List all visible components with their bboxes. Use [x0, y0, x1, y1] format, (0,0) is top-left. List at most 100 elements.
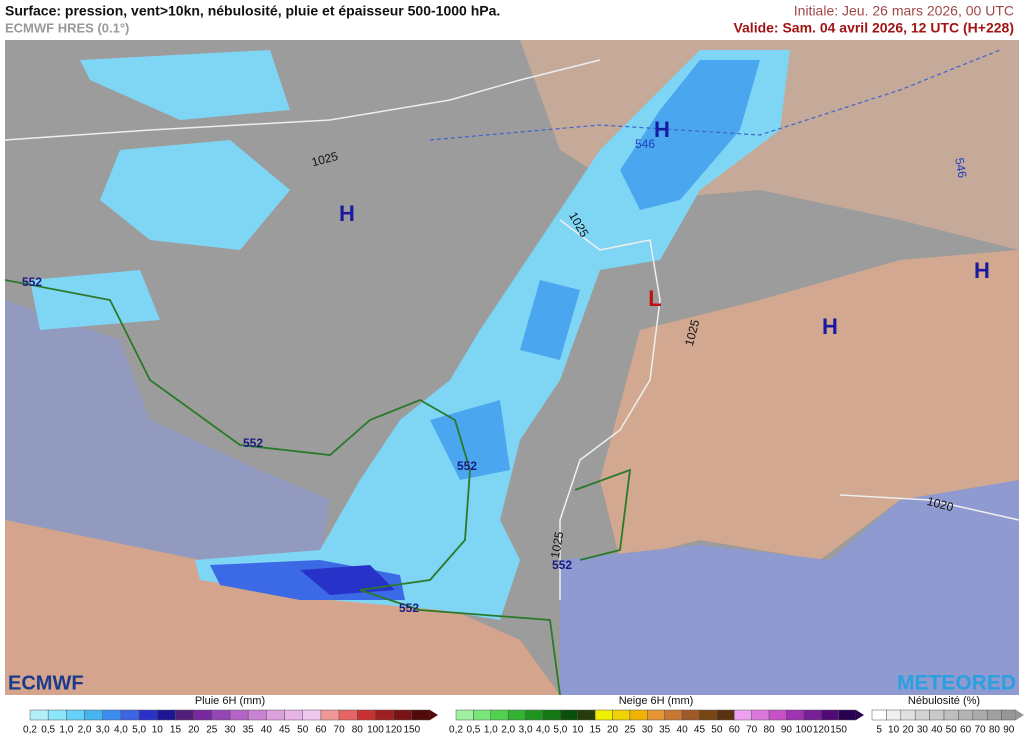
legend-swatch [734, 709, 752, 721]
thickness-label: 546 [635, 137, 655, 151]
high: H [822, 314, 838, 339]
legend-swatch [138, 709, 158, 721]
legend-swatch [229, 709, 249, 721]
legend-swatch [871, 709, 887, 721]
legend-label: 5 [876, 725, 882, 736]
legend-label: 3,0 [96, 725, 110, 736]
isobar [839, 494, 1019, 521]
legend-label: 60 [315, 725, 327, 736]
legend-label: 3,0 [519, 725, 533, 736]
legend-label: 35 [243, 725, 255, 736]
land-alps [600, 250, 1019, 560]
legend-swatch [102, 709, 122, 721]
legend-label: 90 [781, 725, 793, 736]
legend-swatch [29, 709, 49, 721]
legend-swatch [900, 709, 916, 721]
thickness-line [574, 468, 632, 561]
legend-swatch [612, 709, 631, 721]
rain-light [30, 50, 290, 330]
legend-label: 20 [607, 725, 619, 736]
legend-label: 15 [170, 725, 182, 736]
legend-swatch [455, 709, 474, 721]
legend-label: 40 [931, 725, 943, 736]
legend-swatch [393, 709, 413, 721]
legend-label: 10 [572, 725, 584, 736]
legend-title: Nébulosité (%) [908, 695, 980, 707]
legend-label: 80 [763, 725, 775, 736]
sea [5, 300, 330, 560]
legend-arrow [856, 710, 864, 720]
legend-swatch [157, 709, 176, 721]
legend-swatch [943, 709, 959, 721]
legend-title: Pluie 6H (mm) [195, 695, 265, 707]
legend-swatch [716, 709, 735, 721]
legend-swatch [886, 709, 902, 721]
legend-swatch [411, 709, 431, 721]
legend-label: 20 [902, 725, 914, 736]
high: H [339, 201, 355, 226]
legend-swatch [375, 709, 394, 721]
legend-swatch [699, 709, 718, 721]
legend-label: 80 [352, 725, 364, 736]
thickness-labels: 546 546 552 552 552 552 552 [22, 137, 970, 615]
legend-label: 40 [261, 725, 273, 736]
thickness-label: 552 [552, 558, 572, 572]
legend-arrow [430, 710, 438, 720]
isobar-label: 1025 [682, 318, 703, 348]
legend-swatch [560, 709, 578, 721]
legend-swatch [302, 709, 322, 721]
isobar-labels: 1025 1025 1025 1025 1020 [310, 149, 955, 559]
legend-label: 150 [403, 725, 420, 736]
sea-med [560, 480, 1019, 695]
legend-label: 10 [888, 725, 900, 736]
legend-swatch [681, 709, 700, 721]
legend-swatch [542, 709, 561, 721]
legend-arrow [1016, 710, 1024, 720]
legend-swatch [357, 709, 376, 721]
rain-moderate [430, 60, 760, 480]
isobar-label: 1025 [548, 530, 566, 559]
legend-swatch [175, 709, 194, 721]
legend-label: 150 [830, 725, 847, 736]
legend-label: 0,5 [466, 725, 480, 736]
legend-label: 2,0 [501, 725, 515, 736]
legend-swatch [490, 709, 509, 721]
thickness-label: 552 [457, 459, 477, 473]
legend-swatch [751, 709, 770, 721]
legend-swatch [211, 709, 231, 721]
legend-swatch [84, 709, 103, 721]
legend-label: 45 [694, 725, 706, 736]
land-iberia [5, 520, 560, 695]
legend-swatch [629, 709, 648, 721]
legend-label: 25 [206, 725, 218, 736]
legend-label: 100 [795, 725, 812, 736]
legend-label: 0,5 [41, 725, 55, 736]
legend-swatch [338, 709, 358, 721]
legend-swatch [66, 709, 85, 721]
legend-swatch [838, 709, 857, 721]
legend-swatch [786, 709, 805, 721]
logo-meteored: METEORED [897, 672, 1016, 695]
valid-time: Valide: Sam. 04 avril 2026, 12 UTC (H+22… [733, 20, 1014, 36]
legend-swatch [247, 709, 267, 721]
legend-label: 70 [746, 725, 758, 736]
legend-swatch [594, 709, 613, 721]
legend-label: 35 [659, 725, 671, 736]
thickness-label: 546 [952, 157, 969, 179]
thickness-line [5, 279, 561, 695]
legend-label: 70 [974, 725, 986, 736]
legends: Pluie 6H (mm)0,2 0,5 1,0 2,0 3,0 4,0 5,0 10 15 20… [23, 695, 1024, 736]
model: ECMWF HRES (0.1°) [5, 20, 129, 35]
legend-label: 90 [1003, 725, 1015, 736]
legend-label: 60 [960, 725, 972, 736]
legend-label: 120 [813, 725, 830, 736]
logo-ecmwf: ECMWF [8, 672, 84, 694]
legend-label: 5,0 [553, 725, 567, 736]
legend-swatch [820, 709, 839, 721]
legend-label: 100 [367, 725, 384, 736]
thickness-label: 552 [243, 436, 263, 450]
title: Surface: pression, vent>10kn, nébulosité… [5, 3, 500, 19]
isobar [5, 59, 601, 141]
legend-swatch [320, 709, 340, 721]
